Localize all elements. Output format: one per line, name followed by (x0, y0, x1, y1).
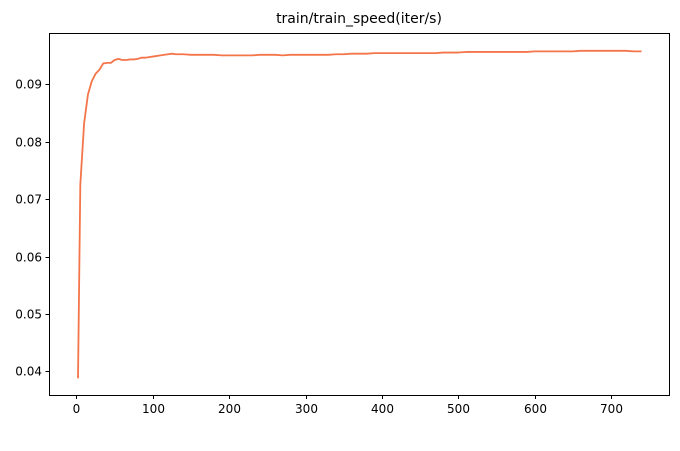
x-tick-label: 0 (73, 402, 81, 416)
x-tick-label: 300 (295, 402, 318, 416)
x-axis-ticks: 0 100 200 300 400 500 600 700 (73, 395, 623, 416)
y-tick-label: 0.04 (15, 365, 42, 379)
y-tick-label: 0.07 (15, 193, 42, 207)
y-axis-ticks: 0.04 0.05 0.06 0.07 0.08 0.09 (15, 78, 50, 379)
y-tick-label: 0.08 (15, 136, 42, 150)
series-layer (77, 49, 642, 379)
y-tick-label: 0.05 (15, 308, 42, 322)
x-tick-label: 100 (142, 402, 165, 416)
y-tick-label: 0.09 (15, 78, 42, 92)
x-tick-label: 600 (524, 402, 547, 416)
x-tick-label: 700 (600, 402, 623, 416)
plot-area-frame (49, 33, 670, 396)
x-tick-label: 500 (447, 402, 470, 416)
x-tick-label: 400 (371, 402, 394, 416)
y-tick-label: 0.06 (15, 251, 42, 265)
chart-title: train/train_speed(iter/s) (276, 11, 442, 27)
x-tick-label: 200 (218, 402, 241, 416)
series-line (77, 49, 642, 379)
